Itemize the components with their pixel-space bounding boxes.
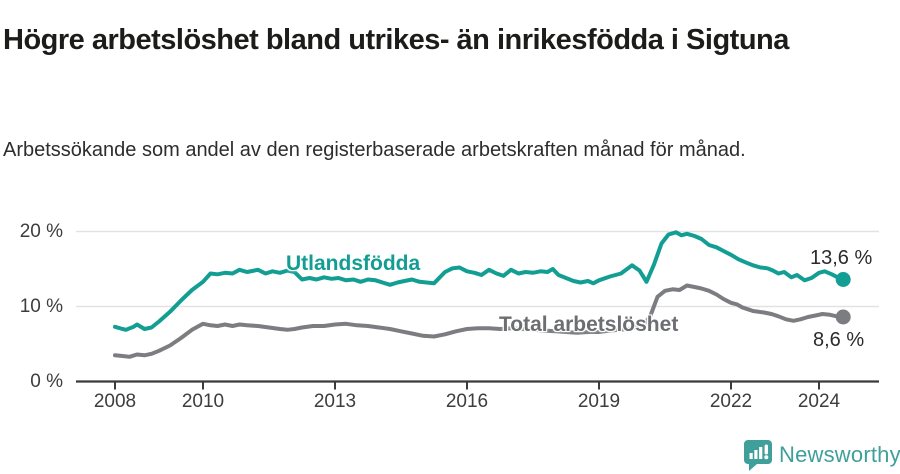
x-axis-label-2016: 2016 — [445, 391, 489, 412]
value-label-total-arbetsloshet: 8,6 % — [813, 329, 865, 351]
series-end-dot — [835, 309, 851, 325]
x-axis-label-2024: 2024 — [797, 391, 841, 412]
series-label-total-arbetsloshet: Total arbetslöshet — [499, 313, 679, 336]
page-title: Högre arbetslöshet bland utrikes- än inr… — [3, 24, 789, 57]
y-axis-label-0: 0 % — [30, 371, 63, 392]
x-axis-label-2022: 2022 — [709, 391, 753, 412]
value-label-utlandsfodda: 13,6 % — [810, 247, 873, 269]
x-axis-label-2010: 2010 — [181, 391, 225, 412]
x-axis-label-2019: 2019 — [577, 391, 621, 412]
x-axis-label-2008: 2008 — [93, 391, 137, 412]
series-line — [113, 230, 846, 332]
y-axis-label-10: 10 % — [19, 296, 63, 317]
newsworthy-logo-icon — [744, 439, 772, 471]
newsworthy-brand-text: Newsworthy — [779, 442, 900, 467]
series-line — [113, 283, 846, 359]
series-end-dot — [835, 272, 851, 287]
x-axis-label-2013: 2013 — [313, 391, 357, 412]
y-axis-label-20: 20 % — [19, 221, 63, 242]
series-label-utlandsfodda: Utlandsfödda — [286, 252, 421, 275]
newsworthy-brand: Newsworthy — [743, 438, 900, 472]
page-subtitle: Arbetssökande som andel av den registerb… — [3, 139, 746, 161]
